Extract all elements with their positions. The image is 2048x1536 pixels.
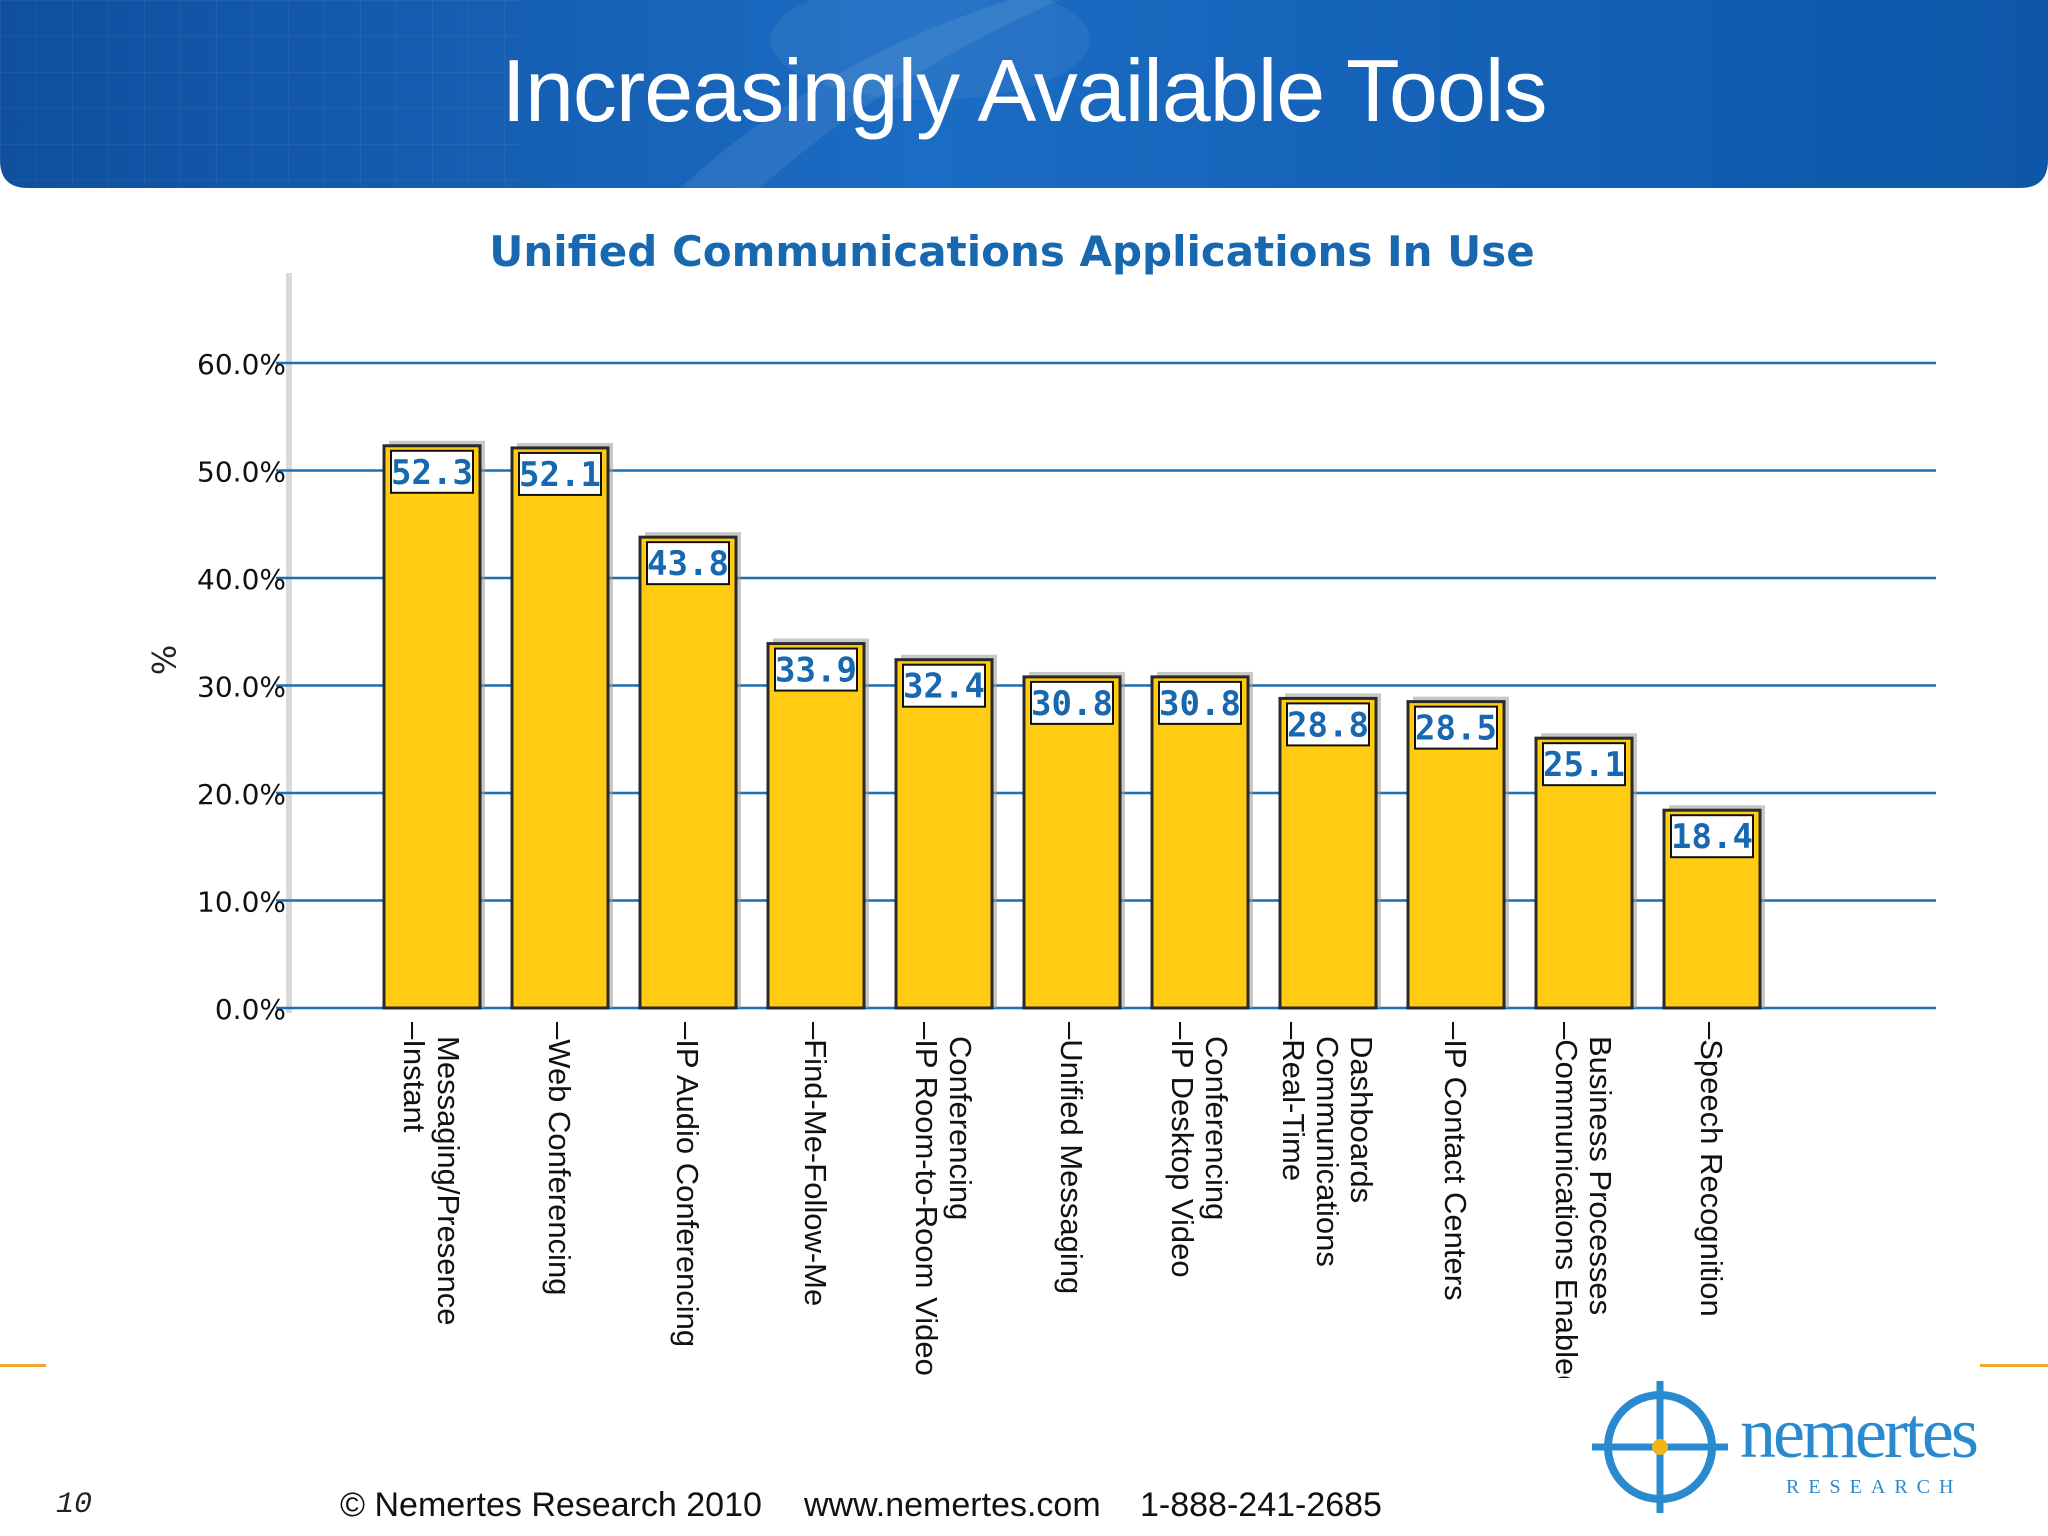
x-tick-label: –Unified Messaging [1054,1022,1089,1294]
x-tick-label-line: Communications [1310,1036,1345,1267]
value-label: 52.3 [391,453,473,493]
value-label: 18.4 [1671,817,1753,857]
x-tick-label-line: –Instant [397,1022,432,1133]
x-tick-label-line: Business Processes [1583,1036,1618,1315]
bar [1150,675,1250,1010]
value-label: 52.1 [519,455,601,495]
x-tick-label-line: Dashboards [1344,1036,1379,1203]
footer-phone: 1-888-241-2685 [1140,1486,1382,1524]
x-tick-label: –Instant Messaging/Presence [397,1022,466,1326]
x-tick-label-line: Conferencing [943,1036,978,1220]
y-tick-label: 0.0% [215,993,286,1026]
value-label: 30.8 [1159,684,1241,724]
x-tick-label: –IP Audio Conferencing [670,1022,705,1347]
crosshair-logo-icon [1592,1381,1728,1513]
bar [382,444,482,1010]
y-axis-line [286,273,292,1013]
right-accent-line [1980,1364,2048,1367]
slide-title: Increasingly Available Tools [501,41,1548,140]
logo-wordmark: nemertes [1740,1393,1977,1473]
logo-subtitle: RESEARCH [1786,1476,1962,1498]
bar [1406,700,1506,1010]
nemertes-logo: nemertes RESEARCH [1592,1381,1980,1513]
y-tick-label: 40.0% [197,563,286,596]
bar [510,446,610,1010]
bar [1278,696,1378,1010]
x-tick-label-line: Messaging/Presence [431,1036,466,1326]
x-tick-label-line: –Find-Me-Follow-Me [798,1022,833,1306]
slide-number: 10 [56,1488,93,1522]
value-label-box [1158,680,1242,725]
x-tick-label-line: –Web Conferencing [542,1022,577,1295]
value-label: 25.1 [1543,745,1625,785]
value-label-box [390,449,474,494]
x-tick-label: –Speech Recognition [1694,1022,1729,1317]
value-label-box [774,647,858,692]
y-tick-label: 20.0% [197,778,286,811]
value-label-box [1542,742,1626,787]
value-label: 43.8 [647,544,729,584]
value-label: 30.8 [1031,684,1113,724]
chart-title: Unified Communications Applications In U… [489,227,1534,276]
x-tick-label-line: –Unified Messaging [1054,1022,1089,1294]
value-label-box [646,541,730,586]
value-label: 33.9 [775,651,857,691]
x-tick-label-line: –Speech Recognition [1694,1022,1729,1317]
x-tick-label-line: –IP Contact Centers [1438,1022,1473,1301]
bar-chart: Unified Communications Applications In U… [144,227,1936,1378]
x-tick-label-line: –Real-Time [1276,1022,1311,1181]
y-axis-label: % [144,645,182,675]
x-tick-label-line: –Communications Enabled [1549,1022,1584,1378]
value-label: 28.8 [1287,705,1369,745]
value-label-box [1670,814,1754,859]
x-tick-label: –Find-Me-Follow-Me [798,1022,833,1306]
x-tick-label: –Web Conferencing [542,1022,577,1295]
x-tick-label: –Communications Enabled Business Processe… [1549,1022,1618,1378]
x-tick-label-line: –IP Desktop Video [1165,1022,1200,1278]
value-label-box [1030,680,1114,725]
y-tick-label: 50.0% [197,456,286,489]
value-label-box [1414,705,1498,750]
value-label-box [518,451,602,496]
left-accent-line [0,1364,46,1367]
bar [766,642,866,1010]
y-tick-label: 30.0% [197,671,286,704]
x-tick-label: –IP Contact Centers [1438,1022,1473,1301]
value-label-box [1286,702,1370,747]
x-tick-label-line: –IP Audio Conferencing [670,1022,705,1347]
y-tick-label: 60.0% [197,348,286,381]
bar [1022,675,1122,1010]
value-label: 28.5 [1415,709,1497,749]
x-tick-label-line: Conferencing [1199,1036,1234,1220]
x-tick-label-line: –IP Room-to-Room Video [909,1022,944,1376]
value-label-box [902,663,986,708]
x-tick-label: –IP Room-to-Room Video Conferencing [909,1022,978,1376]
x-tick-label: –Real-Time Communications Dashboards [1276,1022,1379,1267]
bar [638,535,738,1010]
footer-url[interactable]: www.nemertes.com [804,1486,1101,1524]
header-banner [0,0,2048,188]
y-tick-label: 10.0% [197,886,286,919]
footer-copyright: © Nemertes Research 2010 [340,1486,762,1524]
bar [894,658,994,1010]
value-label: 32.4 [903,667,985,707]
x-tick-label: –IP Desktop Video Conferencing [1165,1022,1234,1278]
